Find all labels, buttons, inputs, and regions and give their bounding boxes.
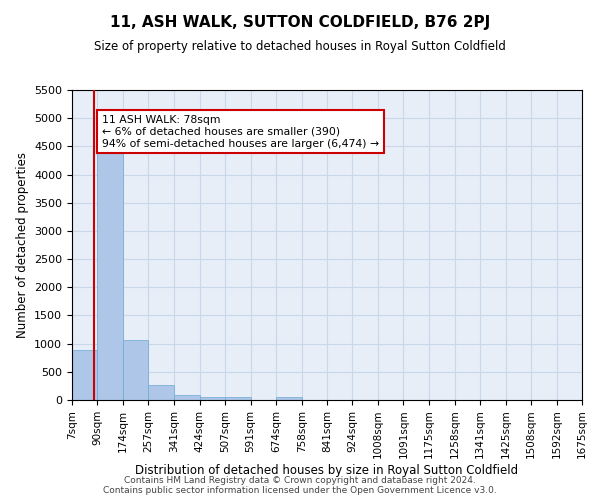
X-axis label: Distribution of detached houses by size in Royal Sutton Coldfield: Distribution of detached houses by size … [136, 464, 518, 477]
Text: 11, ASH WALK, SUTTON COLDFIELD, B76 2PJ: 11, ASH WALK, SUTTON COLDFIELD, B76 2PJ [110, 15, 490, 30]
Bar [148, 385, 174, 400]
Bar [72, 350, 97, 400]
Bar [123, 340, 148, 400]
Bar [97, 144, 123, 400]
Bar [276, 396, 302, 400]
Text: Contains HM Land Registry data © Crown copyright and database right 2024.
Contai: Contains HM Land Registry data © Crown c… [103, 476, 497, 495]
Bar [225, 397, 251, 400]
Y-axis label: Number of detached properties: Number of detached properties [16, 152, 29, 338]
Text: Size of property relative to detached houses in Royal Sutton Coldfield: Size of property relative to detached ho… [94, 40, 506, 53]
Bar [174, 396, 199, 400]
Text: 11 ASH WALK: 78sqm
← 6% of detached houses are smaller (390)
94% of semi-detache: 11 ASH WALK: 78sqm ← 6% of detached hous… [102, 116, 379, 148]
Bar [199, 396, 225, 400]
